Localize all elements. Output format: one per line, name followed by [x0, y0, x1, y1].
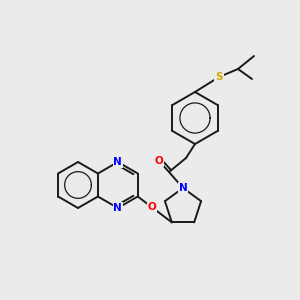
Text: O: O	[148, 202, 156, 212]
Text: O: O	[154, 156, 164, 166]
Text: N: N	[113, 157, 122, 167]
Text: N: N	[113, 203, 122, 213]
Text: S: S	[215, 72, 223, 82]
Text: N: N	[178, 183, 188, 193]
